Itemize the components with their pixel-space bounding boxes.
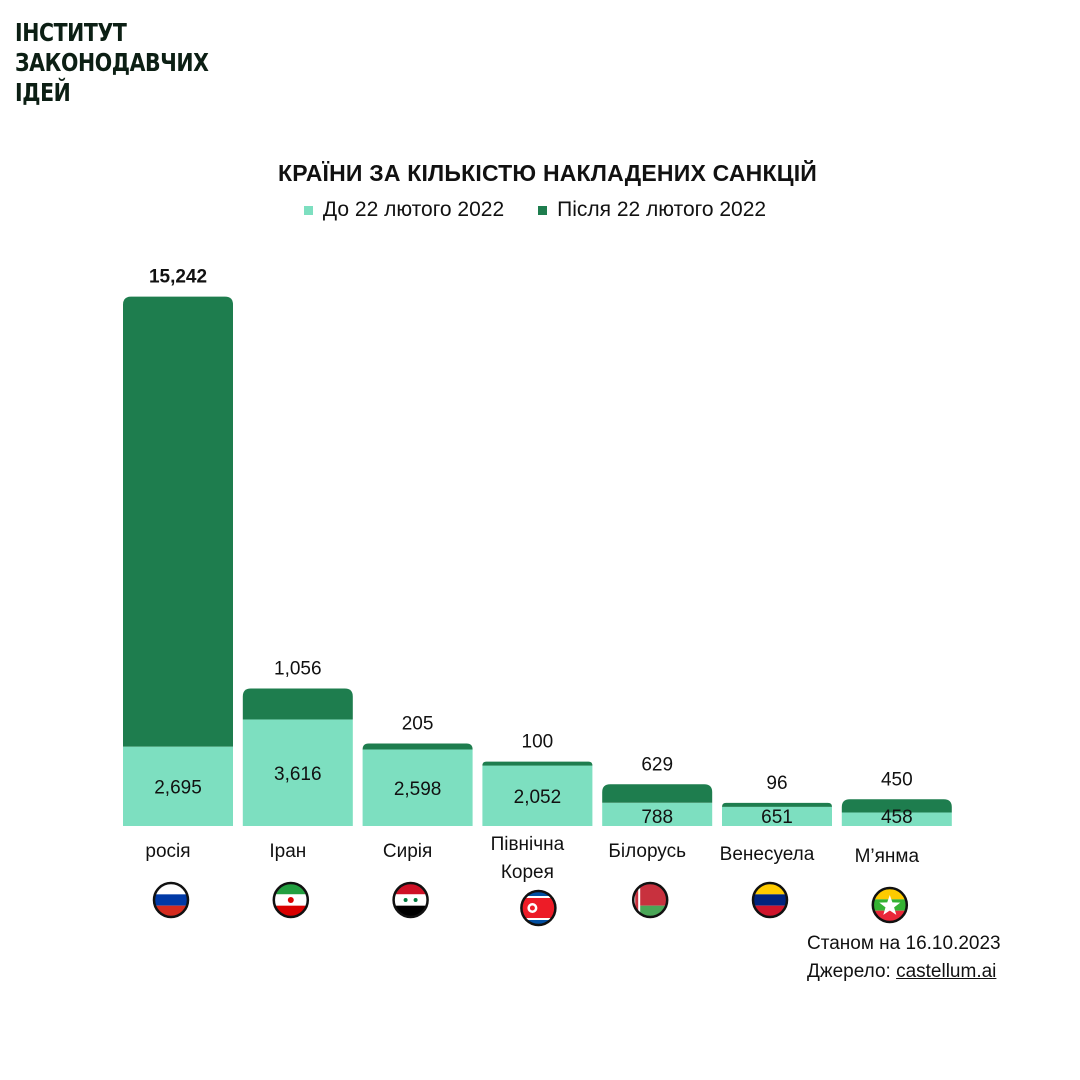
- source-line: Джерело: castellum.ai: [807, 958, 1001, 986]
- belarus-flag-icon: [631, 881, 669, 919]
- value-label-after-0: 15,242: [149, 267, 207, 288]
- logo-line-2: ЗАКОНОДАВЧИХ: [15, 48, 209, 77]
- category-label-2: Сирія: [383, 841, 432, 862]
- value-label-before-5: 651: [761, 807, 793, 828]
- chart-legend: До 22 лютого 2022 Після 22 лютого 2022: [0, 198, 1070, 222]
- myanmar-flag-icon: [871, 886, 909, 924]
- bar-before-0: [123, 746, 233, 826]
- russia-flag-icon: [152, 881, 190, 919]
- bar-before-1: [242, 719, 353, 826]
- bar-before-5: [722, 806, 832, 826]
- bar-after-0: [123, 296, 233, 747]
- value-label-before-1: 3,616: [274, 764, 322, 785]
- category-label-4: Білорусь: [608, 841, 686, 862]
- logo-line-1: ІНСТИТУТ: [15, 18, 127, 47]
- bar-before-3: [482, 765, 593, 826]
- category-label-3-line-0: Північна: [491, 834, 565, 855]
- bar-after-4: [602, 784, 713, 803]
- category-label-6: М’янма: [855, 846, 920, 867]
- category-label-3-line-1: Корея: [501, 862, 554, 883]
- value-label-before-3: 2,052: [514, 787, 562, 808]
- bar-before-2: [362, 749, 473, 826]
- legend-swatch-after: [538, 205, 548, 215]
- bar-before-4: [602, 802, 713, 826]
- category-label-1: Іран: [269, 841, 306, 862]
- value-label-after-4: 629: [641, 754, 673, 775]
- source-label: Джерело:: [807, 961, 897, 982]
- value-label-before-6: 458: [881, 807, 913, 828]
- syria-flag-icon: [392, 881, 429, 919]
- legend-item-after: Після 22 лютого 2022: [538, 198, 766, 222]
- value-label-before-4: 788: [641, 807, 673, 828]
- value-label-after-1: 1,056: [274, 658, 322, 679]
- venezuela-flag-icon: [751, 881, 789, 919]
- bar-before-6: [841, 812, 952, 826]
- category-label-0: росія: [145, 841, 190, 862]
- legend-swatch-before: [303, 205, 313, 215]
- north-korea-flag-icon: [520, 889, 557, 927]
- chart-footer: Станом на 16.10.2023 Джерело: castellum.…: [807, 930, 1001, 986]
- logo-line-3: ІДЕЙ: [15, 78, 71, 107]
- category-label-5: Венесуела: [720, 844, 815, 865]
- chart-title: КРАЇНИ ЗА КІЛЬКІСТЮ НАКЛАДЕНИХ САНКЦІЙ: [277, 160, 818, 186]
- value-label-after-5: 96: [766, 773, 787, 794]
- bar-after-3: [482, 761, 593, 766]
- value-label-before-0: 2,695: [154, 777, 202, 798]
- legend-label-before: До 22 лютого 2022: [322, 198, 505, 221]
- legend-label-after: Після 22 лютого 2022: [557, 198, 767, 221]
- bar-after-5: [722, 802, 832, 807]
- bar-after-1: [242, 688, 353, 720]
- institute-logo: ІНСТИТУТ ЗАКОНОДАВЧИХ ІДЕЙ: [15, 18, 209, 108]
- value-label-after-6: 450: [881, 769, 913, 790]
- bar-after-2: [362, 743, 473, 750]
- iran-flag-icon: [272, 881, 310, 919]
- source-link[interactable]: castellum.ai: [896, 961, 997, 982]
- value-label-after-3: 100: [522, 732, 554, 753]
- value-label-before-2: 2,598: [394, 779, 442, 800]
- as-of-date: Станом на 16.10.2023: [807, 933, 1001, 954]
- bar-after-6: [841, 799, 952, 813]
- value-label-after-2: 205: [402, 713, 434, 734]
- legend-item-before: До 22 лютого 2022: [303, 198, 505, 222]
